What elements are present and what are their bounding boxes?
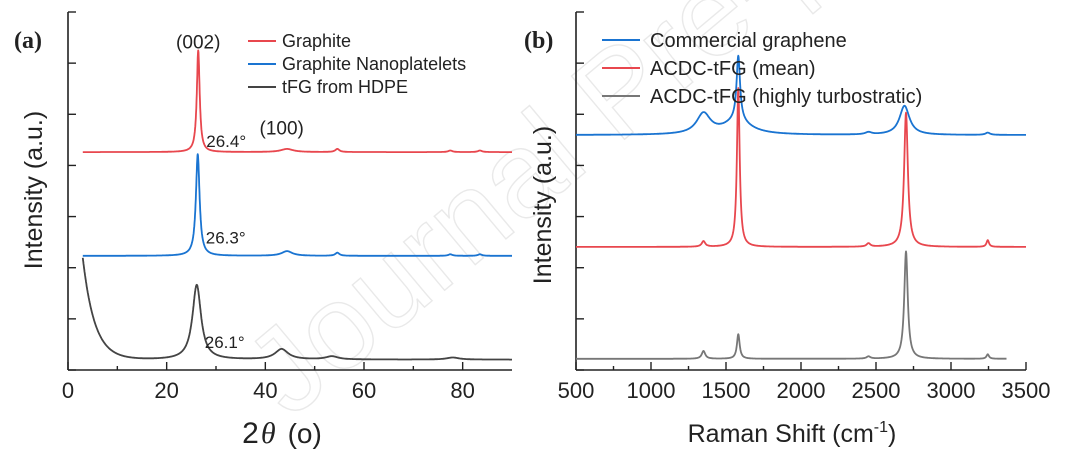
panel-a-annotation-2: (100) bbox=[260, 118, 304, 139]
panel-a: (a) 0 20 40 60 80 (002)26.4°(100)26.3°26.1° … bbox=[14, 11, 513, 450]
panel-a-x-label-theta: θ bbox=[261, 417, 276, 450]
panel-b-x-label-end: ) bbox=[888, 420, 896, 448]
panel-a-series bbox=[81, 49, 513, 361]
panel-b-x-tick-label-3500: 3500 bbox=[1002, 378, 1051, 403]
panel-a-y-label: Intensity (a.u.) bbox=[20, 111, 48, 269]
legend-label-acdc-mean: ACDC-tFG (mean) bbox=[650, 58, 816, 80]
panel-a-series-line-1 bbox=[82, 153, 513, 257]
panel-b-legend: Commercial graphene ACDC-tFG (mean) ACDC… bbox=[602, 30, 922, 108]
panel-b-y-ticks bbox=[576, 11, 584, 371]
panel-a-y-ticks bbox=[68, 11, 76, 371]
panel-b-x-tick-label-2000: 2000 bbox=[777, 378, 826, 403]
legend-label-tfg-hdpe: tFG from HDPE bbox=[282, 77, 408, 97]
panel-a-legend: Graphite Graphite Nanoplatelets tFG from… bbox=[248, 31, 466, 97]
panel-b-x-tick-label-1500: 1500 bbox=[702, 378, 751, 403]
panel-b-x-ticks: 500 1000 1500 2000 2500 3000 3500 bbox=[558, 362, 1051, 403]
panel-a-x-ticks: 0 20 40 60 80 bbox=[62, 362, 475, 403]
legend-label-graphite: Graphite bbox=[282, 31, 351, 51]
panel-a-x-label: 2θ (o) bbox=[242, 417, 322, 450]
panel-a-x-tick-label-0: 0 bbox=[62, 378, 74, 403]
panel-b-x-label-main: Raman Shift (cm bbox=[688, 420, 874, 448]
panel-b-x-label-sup: -1 bbox=[874, 419, 888, 436]
panel-a-annotation-4: 26.1° bbox=[205, 333, 245, 352]
panel-b-x-label: Raman Shift (cm-1) bbox=[688, 419, 897, 448]
panel-b-x-tick-label-1000: 1000 bbox=[627, 378, 676, 403]
panel-a-annotation-1: 26.4° bbox=[206, 132, 246, 151]
panel-a-annotation-3: 26.3° bbox=[206, 228, 246, 247]
panel-b-series-line-1 bbox=[575, 87, 1027, 248]
legend-label-acdc-turbostratic: ACDC-tFG (highly turbostratic) bbox=[650, 86, 922, 108]
panel-b-series-line-2 bbox=[575, 250, 1008, 360]
panel-a-x-label-unit: (o) bbox=[288, 418, 322, 449]
panel-b: (b) 500 1000 1500 2000 2500 3000 3500 Commerci… bbox=[524, 11, 1051, 448]
panel-b-x-tick-label-2500: 2500 bbox=[852, 378, 901, 403]
legend-label-graphite-nanoplatelets: Graphite Nanoplatelets bbox=[282, 54, 466, 74]
panel-a-x-tick-label-40: 40 bbox=[253, 378, 277, 403]
panel-a-annotation-0: (002) bbox=[176, 32, 220, 53]
panel-b-series bbox=[575, 54, 1027, 360]
panel-b-x-tick-label-3000: 3000 bbox=[927, 378, 976, 403]
panel-b-y-label: Intensity (a.u.) bbox=[529, 126, 557, 284]
panel-b-letter: (b) bbox=[524, 28, 553, 54]
panel-a-series-line-2 bbox=[81, 257, 513, 361]
panel-b-x-tick-label-500: 500 bbox=[558, 378, 595, 403]
panel-a-letter: (a) bbox=[14, 28, 42, 54]
panel-b-series-line-0 bbox=[575, 54, 1027, 136]
panel-a-series-line-0 bbox=[82, 49, 513, 153]
legend-label-commercial-graphene: Commercial graphene bbox=[650, 30, 847, 52]
panel-a-x-tick-label-60: 60 bbox=[352, 378, 376, 403]
panel-a-annotations: (002) 26.4° (100) 26.3° 26.1° bbox=[176, 32, 304, 352]
panel-a-x-tick-label-20: 20 bbox=[154, 378, 178, 403]
panel-a-x-tick-label-80: 80 bbox=[450, 378, 474, 403]
panel-a-x-label-prefix: 2 bbox=[242, 417, 259, 450]
